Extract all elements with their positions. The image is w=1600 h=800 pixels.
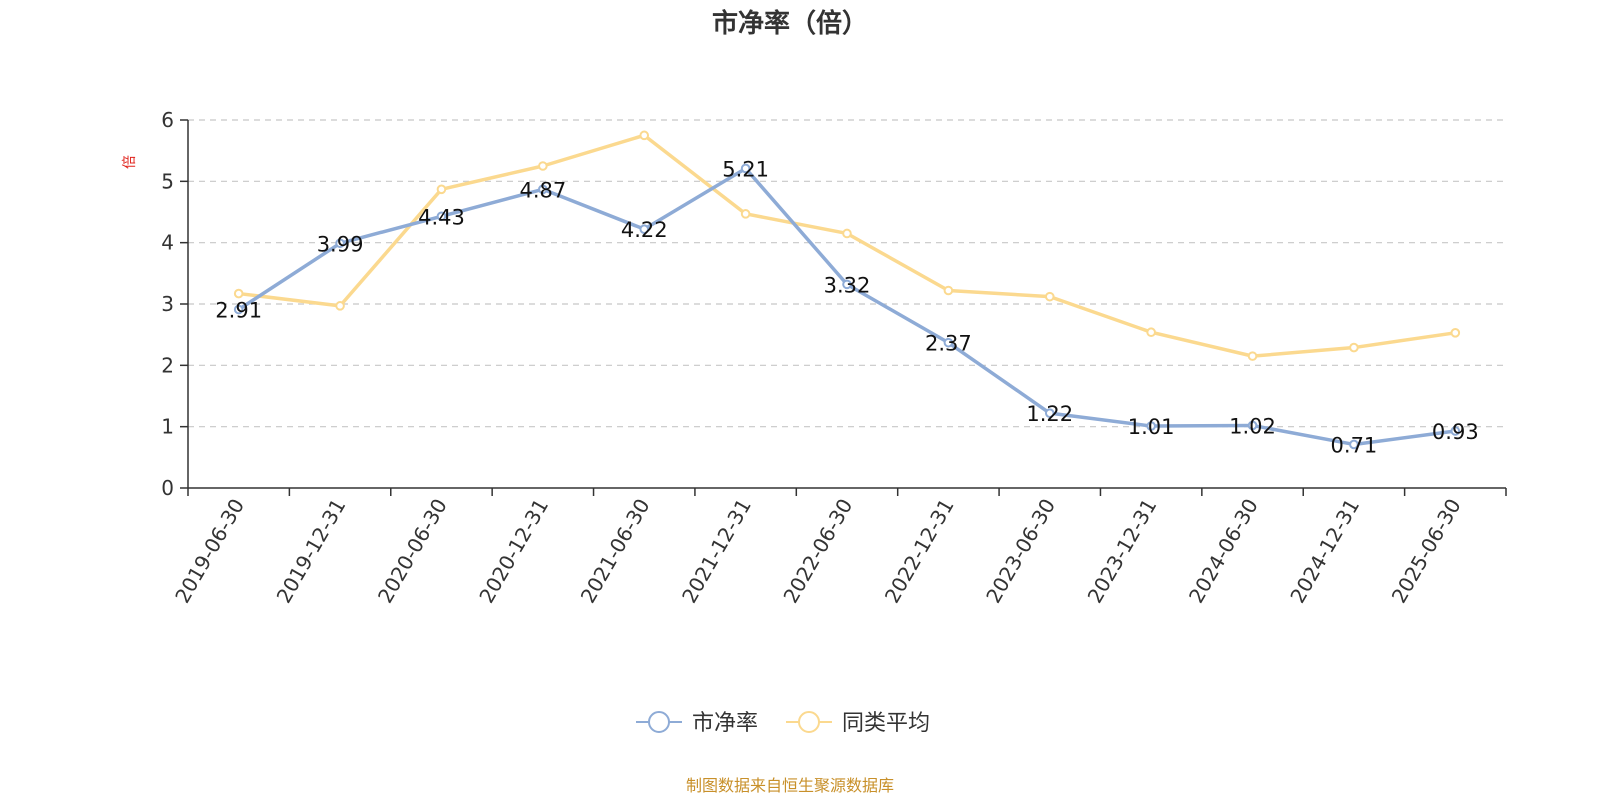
legend-label: 同类平均 [842,711,930,736]
data-label: 5.21 [722,157,769,181]
data-label: 2.91 [215,299,262,323]
legend[interactable]: 市净率 同类平均 [636,711,930,736]
legend-item-0[interactable]: 市净率 [636,711,758,736]
y-tick-label: 5 [161,169,174,193]
data-label: 3.99 [317,232,364,256]
data-point [842,279,852,290]
source-note: 制图数据来自恒生聚源数据库 [686,776,894,795]
data-point [943,337,954,348]
data-label: 4.22 [621,218,668,242]
data-point [1247,420,1258,431]
data-point [1247,351,1258,361]
chart-title: 市净率（倍） [712,8,868,39]
y-tick-label: 1 [161,415,174,439]
legend-marker [648,711,670,733]
data-point [233,288,244,299]
x-tick-label: 2024-06-30 [1184,495,1263,608]
data-point [538,161,548,171]
x-tick-label: 2021-12-31 [677,495,756,608]
data-point [436,211,447,222]
data-label: 0.71 [1331,433,1378,457]
data-point [233,304,244,315]
y-tick-label: 0 [161,476,174,500]
data-point [1044,291,1055,302]
x-tick-label: 2020-12-31 [474,495,553,608]
y-tick-label: 3 [161,292,174,316]
x-tick-label: 2022-06-30 [778,495,857,608]
x-tick-label: 2021-06-30 [576,495,655,608]
x-tick-label: 2023-12-31 [1083,495,1162,608]
data-point [335,301,345,311]
y-tick-label: 2 [161,353,174,377]
x-tick-label: 2023-06-30 [981,495,1060,608]
data-label: 2.37 [925,332,972,356]
y-tick-label: 4 [161,231,174,255]
data-label: 1.22 [1026,402,1073,426]
series [233,130,1461,450]
data-label: 1.02 [1229,414,1276,438]
axes: 0 1 2 3 4 5 6 2019-06-30 2019-12-31 2020-06-30 202… [161,108,1507,608]
data-point [639,130,650,141]
series-line-1 [238,133,1456,358]
x-tick-label: 2020-06-30 [373,495,452,608]
data-labels: 2.91 3.99 4.43 4.87 4.22 5.21 3.32 2.37 1.22 1.01… [215,157,1478,457]
x-tick-label: 2022-12-31 [880,495,959,608]
data-label: 3.32 [824,273,871,297]
data-point [639,224,650,234]
data-point [1450,426,1461,436]
data-label: 0.93 [1432,420,1479,444]
data-point [740,163,751,174]
data-point [1146,421,1156,431]
data-point [1349,439,1359,450]
data-point [842,228,852,239]
data-label: 1.01 [1128,415,1175,439]
data-point [1450,328,1461,338]
data-point [1349,342,1359,353]
data-point [538,184,548,195]
data-point [335,238,345,249]
legend-marker [798,711,820,733]
y-axis-label: 倍 [122,155,138,169]
data-point [436,184,447,195]
x-tick-label: 2019-12-31 [272,495,351,608]
legend-label: 市净率 [692,711,758,736]
data-point [1044,408,1055,418]
data-label: 4.43 [418,205,465,229]
data-label: 4.87 [519,178,566,202]
legend-item-1[interactable]: 同类平均 [786,711,930,736]
x-tick-label: 2024-12-31 [1285,495,1364,608]
x-tick-label: 2019-06-30 [170,495,249,608]
x-tick-label: 2025-06-30 [1387,495,1466,608]
data-point [943,285,954,296]
y-tick-label: 6 [161,108,174,132]
data-point [740,209,751,219]
data-point [1146,327,1156,338]
